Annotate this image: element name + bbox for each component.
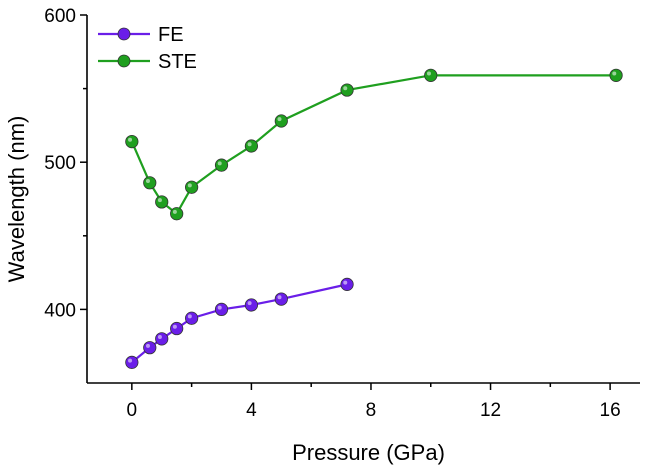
data-point-highlight: [172, 324, 177, 329]
data-point-highlight: [145, 343, 150, 348]
data-point-highlight: [612, 71, 617, 76]
data-point-fe: [170, 321, 184, 336]
data-point-highlight: [172, 209, 177, 214]
x-tick-label: 8: [366, 400, 377, 421]
series-line-fe: [131, 283, 348, 364]
data-point-highlight: [157, 198, 162, 203]
legend-marker-fe: [117, 27, 131, 41]
data-point-highlight: [426, 71, 431, 76]
legend: FE STE: [98, 24, 197, 73]
data-point-highlight: [187, 183, 192, 188]
legend-label-fe: FE: [158, 24, 184, 46]
data-point-highlight: [128, 358, 133, 363]
legend-label-ste: STE: [158, 51, 197, 73]
y-tick-label: 600: [44, 6, 76, 27]
data-point-fe: [340, 277, 354, 291]
data-point-highlight: [343, 86, 348, 91]
data-point-highlight: [247, 142, 252, 147]
series-line-ste: [130, 74, 617, 216]
y-tick-label: 500: [44, 153, 76, 174]
data-point-highlight: [247, 301, 252, 306]
data-point-ste: [244, 139, 259, 153]
data-point-ste: [143, 176, 157, 190]
data-point-ste: [125, 134, 139, 149]
data-point-highlight: [128, 137, 133, 142]
data-point-highlight: [217, 161, 222, 166]
data-point-highlight: [343, 280, 348, 285]
x-tick-label: 0: [127, 400, 138, 421]
data-point-ste: [185, 180, 199, 194]
data-point-highlight: [157, 335, 162, 340]
data-point-ste: [274, 114, 288, 128]
x-tick-label: 12: [480, 400, 501, 421]
data-point-fe: [143, 341, 157, 355]
y-axis-title: Wavelength (nm): [4, 116, 29, 283]
data-point-ste: [424, 68, 438, 82]
data-point-fe: [214, 302, 229, 316]
y-tick-label: 400: [44, 300, 76, 321]
data-point-fe: [185, 311, 199, 325]
data-point-ste: [155, 195, 169, 209]
data-point-ste: [214, 158, 229, 172]
axis-ticks: 0 4 8 12 16 400 500 600: [44, 6, 620, 421]
data-point-fe: [244, 298, 259, 312]
plot-area: [125, 68, 623, 369]
data-point-ste: [340, 83, 354, 97]
data-point-fe: [125, 355, 139, 369]
data-point-fe: [155, 332, 169, 346]
data-point-ste: [170, 207, 184, 221]
data-point-fe: [274, 292, 288, 306]
x-tick-label: 4: [246, 400, 257, 421]
x-axis-title: Pressure (GPa): [292, 440, 445, 465]
data-point-highlight: [217, 305, 222, 310]
legend-marker-ste: [117, 54, 131, 68]
data-point-highlight: [187, 314, 192, 319]
data-point-highlight: [145, 179, 150, 184]
data-point-highlight: [277, 295, 282, 300]
data-point-highlight: [277, 117, 282, 122]
data-point-ste: [609, 68, 623, 82]
x-tick-label: 16: [600, 400, 621, 421]
